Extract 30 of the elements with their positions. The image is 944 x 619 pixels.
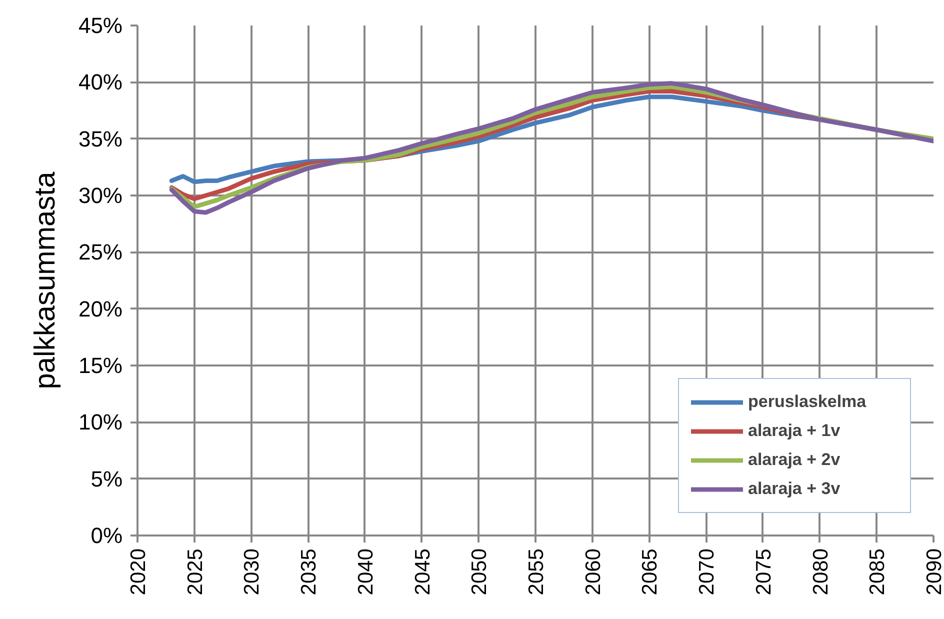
x-tick-label: 2035 [298,548,321,596]
y-tick-label: 5% [90,466,122,492]
x-tick-label: 2090 [923,548,944,596]
y-tick-label: 0% [90,523,122,548]
y-tick-label: 45% [78,13,123,38]
x-tick-label: 2050 [468,548,492,596]
x-tick-label: 2030 [240,548,264,596]
y-tick-label: 40% [78,70,123,95]
x-tick-label: 2040 [354,548,378,596]
legend-label: alaraja + 2v [748,449,842,471]
legend-label: peruslaskelma [748,391,868,413]
x-tick-label: 2070 [696,548,719,596]
y-axis-title: palkkasummasta [29,170,62,390]
x-tick-label: 2020 [127,548,150,596]
y-tick-label: 25% [78,240,123,265]
y-tick-label: 10% [78,410,123,435]
x-tick-label: 2085 [866,548,890,596]
x-tick-label: 2055 [525,548,548,596]
y-tick-label: 15% [78,353,123,378]
x-tick-label: 2025 [184,548,207,596]
legend-label: alaraja + 3v [748,478,842,500]
x-tick-label: 2045 [411,548,434,596]
x-tick-label: 2060 [582,548,605,596]
y-tick-label: 30% [78,183,123,208]
x-tick-label: 2075 [752,548,776,596]
legend-label: alaraja + 1v [748,420,842,442]
y-tick-label: 20% [78,296,123,322]
x-tick-label: 2080 [809,548,832,596]
y-tick-label: 35% [78,126,123,152]
x-tick-label: 2065 [638,548,662,596]
